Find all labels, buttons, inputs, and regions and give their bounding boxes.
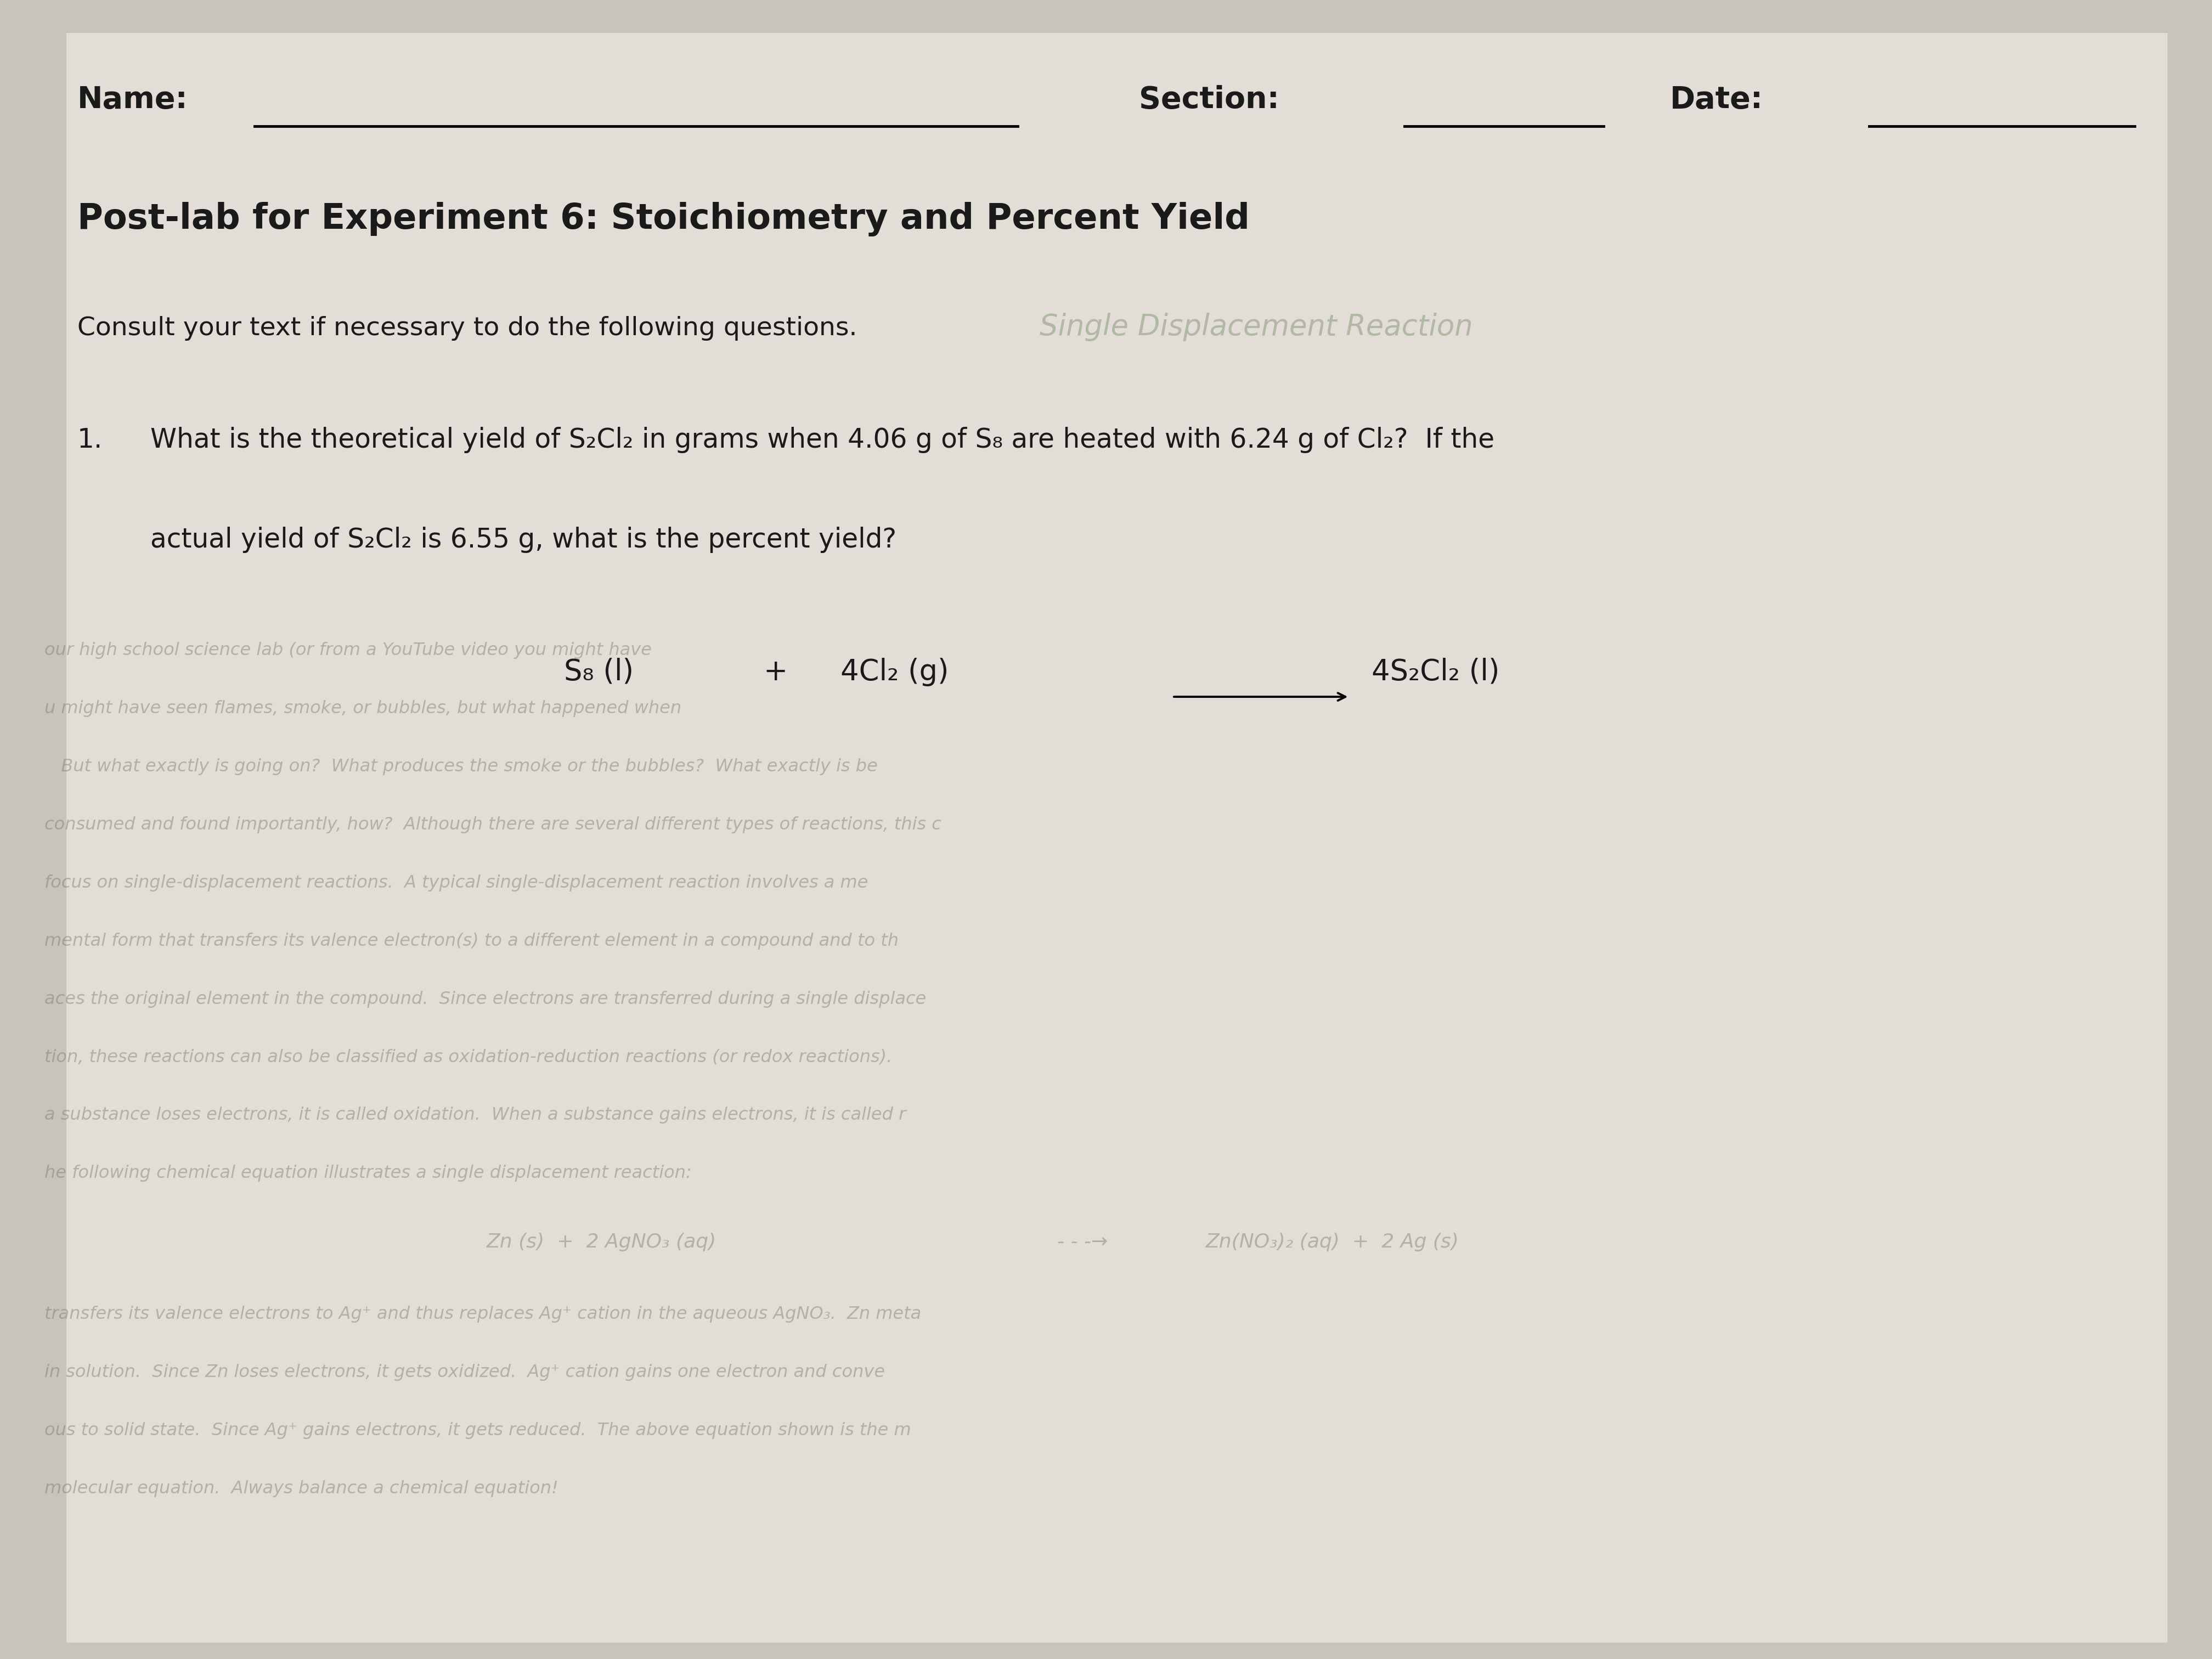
Text: ous to solid state.  Since Ag⁺ gains electrons, it gets reduced.  The above equa: ous to solid state. Since Ag⁺ gains elec… xyxy=(44,1422,911,1438)
Text: actual yield of S₂Cl₂ is 6.55 g, what is the percent yield?: actual yield of S₂Cl₂ is 6.55 g, what is… xyxy=(150,526,896,552)
Text: Post-lab for Experiment 6: Stoichiometry and Percent Yield: Post-lab for Experiment 6: Stoichiometry… xyxy=(77,202,1250,237)
Text: Section:: Section: xyxy=(1139,85,1279,114)
Text: u might have seen flames, smoke, or bubbles, but what happened when: u might have seen flames, smoke, or bubb… xyxy=(44,700,971,717)
Text: mental form that transfers its valence electron(s) to a different element in a c: mental form that transfers its valence e… xyxy=(44,932,898,949)
Text: Zn (s)  +  2 AgNO₃ (aq): Zn (s) + 2 AgNO₃ (aq) xyxy=(487,1233,717,1251)
Text: our high school science lab (or from a YouTube video you might have: our high school science lab (or from a Y… xyxy=(44,642,947,659)
Text: What is the theoretical yield of S₂Cl₂ in grams when 4.06 g of S₈ are heated wit: What is the theoretical yield of S₂Cl₂ i… xyxy=(150,426,1495,453)
Text: Single Displacement Reaction: Single Displacement Reaction xyxy=(1040,312,1473,342)
Text: in solution.  Since Zn loses electrons, it gets oxidized.  Ag⁺ cation gains one : in solution. Since Zn loses electrons, i… xyxy=(44,1364,885,1380)
Text: 4S₂Cl₂ (l): 4S₂Cl₂ (l) xyxy=(1371,657,1500,687)
Text: Zn(NO₃)₂ (aq)  +  2 Ag (s): Zn(NO₃)₂ (aq) + 2 Ag (s) xyxy=(1206,1233,1460,1251)
Text: But what exactly is going on?  What produces the smoke or the bubbles?  What exa: But what exactly is going on? What produ… xyxy=(44,758,878,775)
Text: he following chemical equation illustrates a single displacement reaction:: he following chemical equation illustrat… xyxy=(44,1165,692,1181)
Text: transfers its valence electrons to Ag⁺ and thus replaces Ag⁺ cation in the aqueo: transfers its valence electrons to Ag⁺ a… xyxy=(44,1306,920,1322)
Text: tion, these reactions can also be classified as oxidation-reduction reactions (o: tion, these reactions can also be classi… xyxy=(44,1048,891,1065)
Text: Date:: Date: xyxy=(1670,85,1763,114)
Text: +: + xyxy=(763,657,787,687)
Text: a substance loses electrons, it is called oxidation.  When a substance gains ele: a substance loses electrons, it is calle… xyxy=(44,1107,905,1123)
Text: 1.: 1. xyxy=(77,426,104,453)
Text: focus on single-displacement reactions.  A typical single-displacement reaction : focus on single-displacement reactions. … xyxy=(44,874,867,891)
Text: Consult your text if necessary to do the following questions.: Consult your text if necessary to do the… xyxy=(77,315,858,340)
Text: aces the original element in the compound.  Since electrons are transferred duri: aces the original element in the compoun… xyxy=(44,990,927,1007)
Text: molecular equation.  Always balance a chemical equation!: molecular equation. Always balance a che… xyxy=(44,1480,557,1496)
Text: - - -→: - - -→ xyxy=(1057,1233,1108,1251)
Text: Name:: Name: xyxy=(77,85,188,114)
Text: 4Cl₂ (g): 4Cl₂ (g) xyxy=(841,657,949,687)
Text: S₈ (l): S₈ (l) xyxy=(564,657,635,687)
Text: consumed and found importantly, how?  Although there are several different types: consumed and found importantly, how? Alt… xyxy=(44,816,940,833)
